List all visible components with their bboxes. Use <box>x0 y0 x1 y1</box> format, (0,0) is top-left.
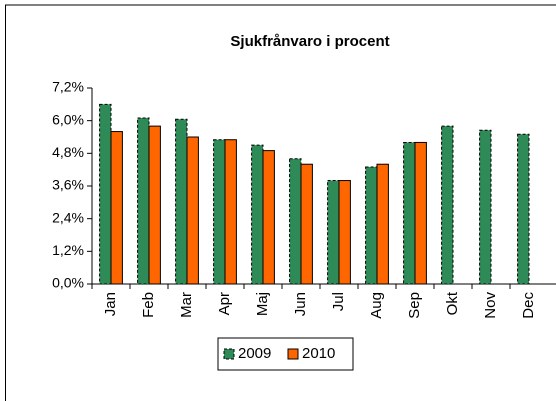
bar <box>517 133 530 285</box>
bar <box>213 139 226 285</box>
x-tick-label: Jan <box>102 292 119 316</box>
bar <box>414 141 427 285</box>
bar <box>186 136 199 285</box>
bar <box>148 125 161 285</box>
y-tick-label: 7,2% <box>52 79 84 95</box>
bar <box>175 118 188 285</box>
x-tick-label: Apr <box>216 292 233 315</box>
x-tick-label: Okt <box>444 291 461 315</box>
bar <box>251 144 264 285</box>
bar <box>99 103 112 285</box>
x-tick-label: Mar <box>178 292 195 318</box>
bar <box>289 158 302 285</box>
x-tick-label: Jun <box>292 292 309 316</box>
y-tick-label: 0,0% <box>52 275 84 291</box>
x-tick-label: Nov <box>482 292 499 319</box>
bar <box>403 141 416 285</box>
x-tick-label: Aug <box>368 292 385 319</box>
y-tick-label: 2,4% <box>52 209 84 225</box>
y-tick-label: 3,6% <box>52 177 84 193</box>
bar <box>110 131 123 285</box>
bar <box>338 180 351 285</box>
legend-swatch <box>287 348 299 360</box>
bar <box>224 139 237 285</box>
legend-box <box>217 337 354 371</box>
bar <box>262 150 275 285</box>
bar <box>479 129 492 285</box>
legend-label: 2009 <box>238 345 271 362</box>
x-tick-label: Dec <box>520 292 537 319</box>
bar <box>365 166 378 285</box>
x-tick-label: Maj <box>254 292 271 316</box>
bar <box>300 163 313 285</box>
y-tick-label: 6,0% <box>52 111 84 127</box>
y-tick-label: 1,2% <box>52 242 84 258</box>
bar <box>137 117 150 285</box>
x-tick-label: Sep <box>406 292 423 319</box>
x-tick-label: Feb <box>140 292 157 318</box>
bar <box>441 125 454 285</box>
x-tick-label: Jul <box>330 292 347 311</box>
chart-title: Sjukfrånvaro i procent <box>230 33 389 50</box>
legend-swatch <box>223 348 235 360</box>
bar <box>327 180 340 285</box>
legend-label: 2010 <box>302 345 335 362</box>
bar <box>376 163 389 285</box>
y-tick-label: 4,8% <box>52 144 84 160</box>
